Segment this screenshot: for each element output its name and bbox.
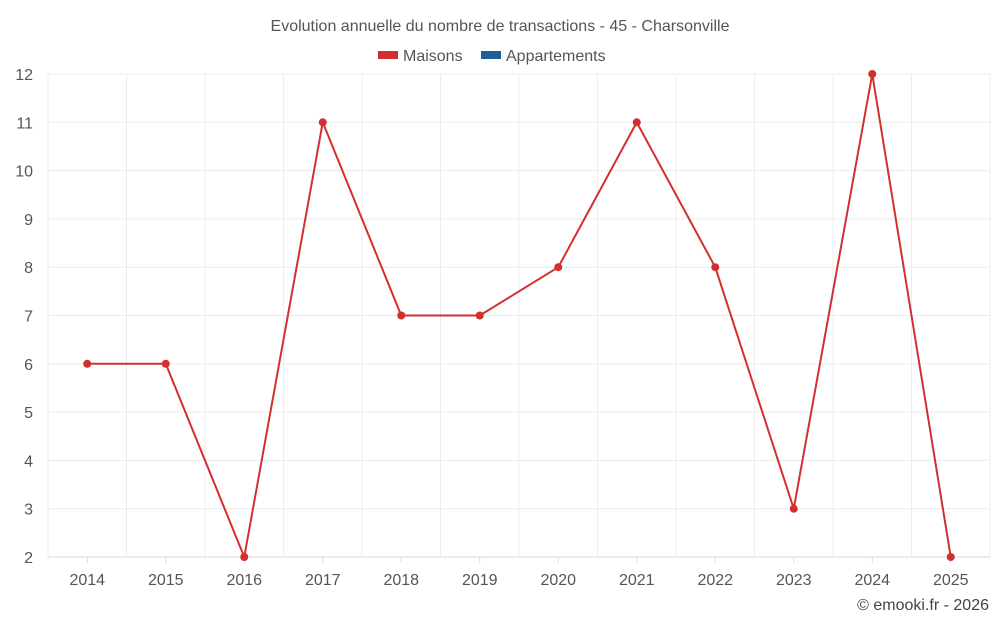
- y-tick-label: 3: [24, 502, 33, 519]
- x-tick-label: 2018: [383, 572, 419, 589]
- y-tick-label: 7: [24, 309, 33, 326]
- data-point[interactable]: [946, 553, 955, 561]
- legend-label-appartements: Appartements: [506, 48, 606, 65]
- x-tick-label: 2025: [933, 572, 969, 589]
- y-tick-label: 12: [15, 67, 33, 84]
- series-line: [87, 73, 952, 558]
- data-point[interactable]: [554, 263, 563, 272]
- y-tick-label: 10: [15, 164, 33, 181]
- legend-swatch-maisons: [378, 51, 398, 59]
- data-point[interactable]: [240, 553, 249, 561]
- x-tick-label: 2020: [540, 572, 576, 589]
- legend-item-appartements[interactable]: Appartements: [481, 48, 606, 65]
- x-tick-label: 2015: [148, 572, 184, 589]
- x-tick-label: 2023: [776, 572, 812, 589]
- y-tick-label: 11: [16, 115, 33, 132]
- y-tick-label: 6: [24, 357, 33, 374]
- legend-label-maisons: Maisons: [403, 48, 463, 65]
- x-tick-label: 2014: [69, 572, 105, 589]
- credit-text: © emooki.fr - 2026: [857, 597, 989, 614]
- y-tick-label: 9: [24, 212, 33, 229]
- data-point[interactable]: [318, 118, 327, 127]
- y-tick-label: 8: [24, 260, 33, 277]
- x-tick-label: 2021: [619, 572, 655, 589]
- data-point[interactable]: [397, 311, 406, 320]
- series-maisons: [83, 70, 955, 561]
- data-point[interactable]: [632, 118, 641, 127]
- y-tick-label: 5: [24, 405, 33, 422]
- data-point[interactable]: [475, 311, 484, 320]
- data-point[interactable]: [789, 504, 798, 513]
- y-tick-label: 2: [24, 550, 33, 567]
- x-tick-label: 2019: [462, 572, 498, 589]
- x-tick-label: 2016: [226, 572, 262, 589]
- data-point[interactable]: [711, 263, 720, 272]
- data-point[interactable]: [83, 359, 92, 368]
- legend-swatch-appartements: [481, 51, 501, 59]
- y-axis: 2 3 4 5 6 7 8 9 10 11 12: [15, 67, 33, 567]
- chart-title: Evolution annuelle du nombre de transact…: [271, 18, 730, 35]
- legend-item-maisons[interactable]: Maisons: [378, 48, 463, 65]
- x-tick-label: 2017: [305, 572, 341, 589]
- data-point[interactable]: [161, 359, 170, 368]
- x-tick-label: 2024: [854, 572, 890, 589]
- x-axis: 2014 2015 2016 2017 2018 2019 2020 2021 2022 2023…: [69, 557, 969, 589]
- legend: Maisons Appartements: [378, 48, 606, 65]
- grid: [47, 73, 991, 558]
- y-tick-label: 4: [24, 453, 33, 470]
- x-tick-label: 2022: [697, 572, 733, 589]
- data-point[interactable]: [868, 70, 877, 78]
